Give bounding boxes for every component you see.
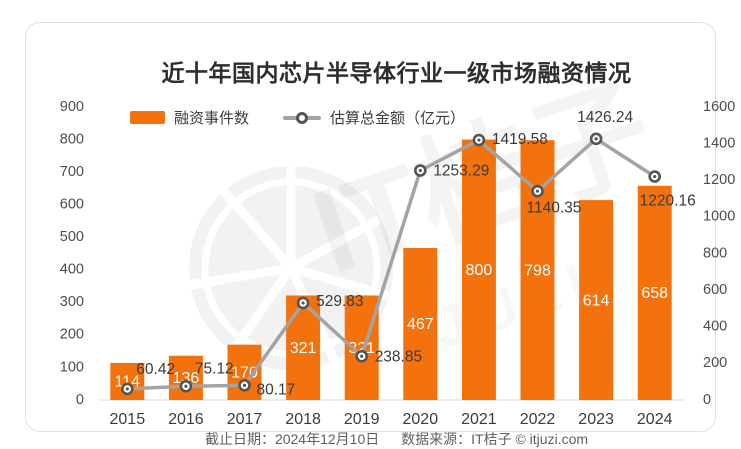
- left-axis-tick: 100: [60, 359, 84, 375]
- bar-value-label: 114: [115, 374, 141, 391]
- line-value-label: 75.12: [195, 360, 234, 377]
- footer-note: 截止日期：2024年12月10日 数据来源：IT桔子 © itjuzi.com: [51, 429, 741, 449]
- right-axis-tick: 400: [703, 319, 727, 335]
- bar-value-label: 136: [173, 370, 200, 387]
- line-value-label: 1140.35: [527, 199, 582, 216]
- line-value-label: 238.85: [375, 348, 422, 365]
- right-axis-tick: 200: [703, 355, 727, 371]
- line-point-center-dot: [360, 354, 364, 358]
- line-point-center-dot: [301, 301, 305, 305]
- left-axis-tick: 200: [60, 327, 84, 343]
- x-axis-label-2021: 2021: [461, 411, 497, 428]
- left-axis-tick: 300: [60, 294, 84, 310]
- line-value-label: 60.42: [136, 361, 175, 378]
- line-value-label: 1419.58: [492, 131, 548, 148]
- bar-value-label: 467: [407, 316, 434, 333]
- left-axis-tick: 400: [60, 262, 84, 278]
- x-axis-label-2020: 2020: [403, 411, 439, 428]
- line-point-center-dot: [184, 384, 188, 388]
- left-axis-tick: 800: [60, 131, 84, 147]
- line-point-center-dot: [418, 168, 422, 173]
- line-value-label: 1220.16: [640, 193, 696, 210]
- line-point-center-dot: [242, 383, 247, 387]
- legend-item-line-series[interactable]: 估算总金额（亿元）: [283, 107, 465, 128]
- x-axis-label-2016: 2016: [168, 411, 204, 428]
- x-axis-label-2022: 2022: [520, 411, 556, 428]
- legend: 融资事件数 估算总金额（亿元）: [130, 107, 465, 128]
- line-point-center-dot: [125, 387, 129, 391]
- bar-2021[interactable]: [461, 139, 496, 401]
- bar-value-label: 614: [583, 292, 610, 309]
- bar-2020[interactable]: [403, 247, 438, 400]
- left-axis-tick: 500: [60, 229, 84, 245]
- bar-value-label: 658: [641, 285, 668, 302]
- right-axis-tick: 800: [703, 245, 727, 261]
- right-axis-tick: 1200: [703, 172, 735, 188]
- right-axis-tick: 600: [703, 282, 727, 298]
- line-swatch-icon: [283, 111, 322, 124]
- line-value-label: 1253.29: [433, 163, 489, 180]
- right-axis-tick: 1000: [703, 209, 735, 225]
- x-axis-label-2015: 2015: [110, 411, 146, 428]
- line-value-label: 529.83: [316, 293, 363, 310]
- line-point-center-dot: [653, 174, 657, 179]
- left-axis-tick: 900: [60, 99, 84, 115]
- line-point-center-dot: [594, 137, 598, 141]
- x-axis-label-2017: 2017: [227, 411, 263, 428]
- x-axis-label-2018: 2018: [285, 411, 321, 428]
- line-marker-icon: [296, 111, 309, 124]
- line-value-label: 1426.24: [577, 109, 633, 126]
- footer-data-source: 数据来源：IT桔子 © itjuzi.com: [401, 431, 589, 447]
- bar-value-label: 800: [466, 262, 493, 279]
- bar-2024[interactable]: [637, 185, 672, 400]
- bar-2023[interactable]: [579, 200, 614, 400]
- line-point-center-dot: [477, 138, 481, 142]
- bar-swatch-icon: [130, 111, 165, 124]
- x-axis-label-2019: 2019: [344, 411, 380, 428]
- legend-bar-label: 融资事件数: [174, 110, 250, 127]
- left-axis-tick: 0: [76, 392, 84, 408]
- bar-value-label: 321: [290, 340, 317, 357]
- line-value-label: 80.17: [257, 381, 296, 398]
- bar-value-label: 798: [524, 262, 551, 279]
- footer-cutoff-date: 截止日期：2024年12月10日: [204, 431, 380, 447]
- left-axis-tick: 600: [60, 196, 84, 212]
- x-axis-label-2024: 2024: [637, 411, 673, 428]
- chart-card: IT桔子 JUZI 010020030040050060070080090002…: [25, 22, 735, 447]
- right-axis-tick: 0: [703, 392, 711, 408]
- line-point-center-dot: [535, 189, 540, 193]
- legend-line-label: 估算总金额（亿元）: [330, 110, 466, 127]
- chart-title: 近十年国内芯片半导体行业一级市场融资情况: [161, 60, 632, 86]
- right-axis-tick: 1400: [703, 135, 735, 151]
- left-axis-tick: 700: [60, 164, 84, 180]
- legend-item-bar-series[interactable]: 融资事件数: [130, 107, 249, 128]
- right-axis-tick: 1600: [703, 99, 735, 115]
- x-axis-label-2023: 2023: [578, 411, 614, 428]
